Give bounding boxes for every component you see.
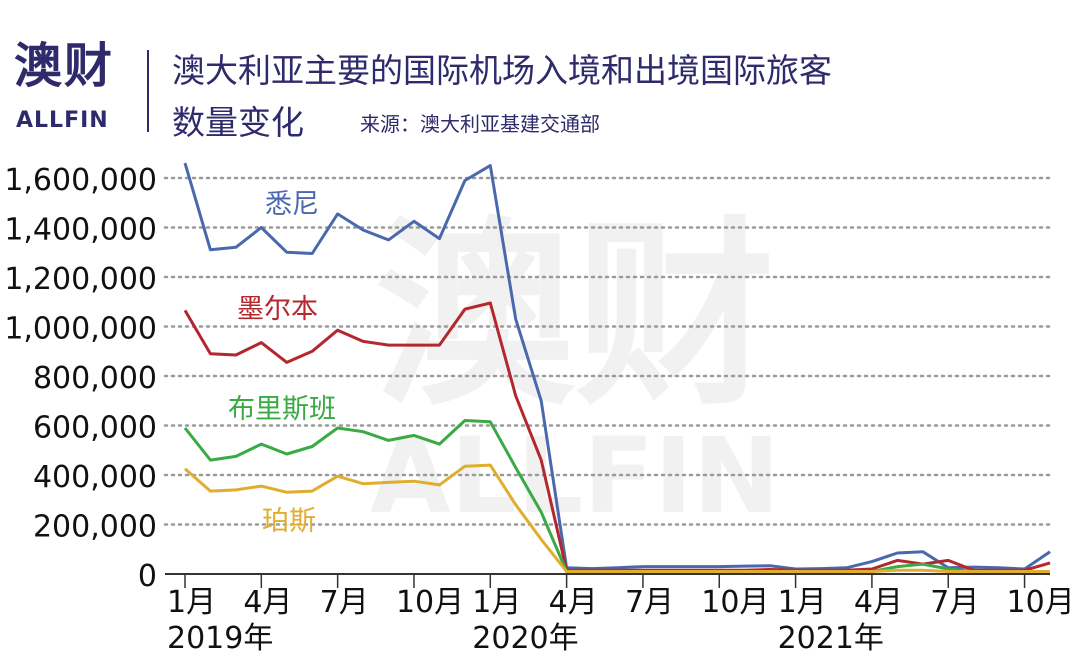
x-tick-label: 7月 [930, 585, 979, 620]
chart-source: 来源：澳大利亚基建交通部 [360, 112, 600, 136]
y-tick-label: 1,000,000 [4, 312, 157, 347]
x-year-label: 2021年 [778, 621, 884, 656]
watermark: 澳财 ALLFIN [370, 200, 780, 537]
brand-logo-en: ALLFIN [16, 108, 109, 133]
series-line-sydney [183, 162, 1051, 571]
x-tick-label: 1月 [167, 585, 216, 620]
x-year-label: 2020年 [472, 621, 578, 656]
y-axis: 0 200,000 400,000 600,000 800,000 1,000,000 1,… [4, 163, 157, 594]
title-divider [147, 50, 149, 132]
y-tick-label: 200,000 [33, 510, 157, 545]
x-tick-label: 10月 [701, 585, 769, 620]
x-year-label: 2019年 [167, 621, 273, 656]
chart-title-line2: 数量变化 [172, 103, 304, 142]
y-tick-label: 1,200,000 [4, 262, 157, 297]
y-tick-label: 0 [138, 559, 157, 594]
brand-logo-cn: 澳财 [14, 38, 115, 94]
y-tick-label: 1,600,000 [4, 163, 157, 198]
series-label-perth: 珀斯 [262, 506, 316, 537]
series-lines [183, 162, 1051, 573]
x-tick-label: 7月 [625, 585, 674, 620]
series-label-brisbane: 布里斯班 [228, 394, 336, 425]
x-tick-label: 10月 [1007, 585, 1075, 620]
series-label-sydney: 悉尼 [265, 189, 319, 220]
x-tick-label: 4月 [854, 585, 903, 620]
chart-title-line1: 澳大利亚主要的国际机场入境和出境国际旅客 [172, 51, 832, 90]
series-labels: 悉尼 墨尔本 布里斯班 珀斯 [228, 189, 336, 537]
series-line-perth [184, 463, 1050, 573]
y-tick-label: 600,000 [33, 411, 157, 446]
watermark-cn: 澳财 [375, 200, 775, 433]
y-tick-label: 1,400,000 [4, 213, 157, 248]
x-tick-label: 4月 [549, 585, 598, 620]
x-tick-label: 1月 [778, 585, 827, 620]
y-tick-label: 800,000 [33, 361, 157, 396]
grid [163, 176, 1052, 526]
x-tick-label: 7月 [320, 585, 369, 620]
x-tick-label: 1月 [472, 585, 521, 620]
x-tick-label: 10月 [396, 585, 464, 620]
y-tick-label: 400,000 [33, 460, 157, 495]
x-tick-label: 4月 [243, 585, 292, 620]
series-label-melbourne: 墨尔本 [237, 294, 318, 325]
